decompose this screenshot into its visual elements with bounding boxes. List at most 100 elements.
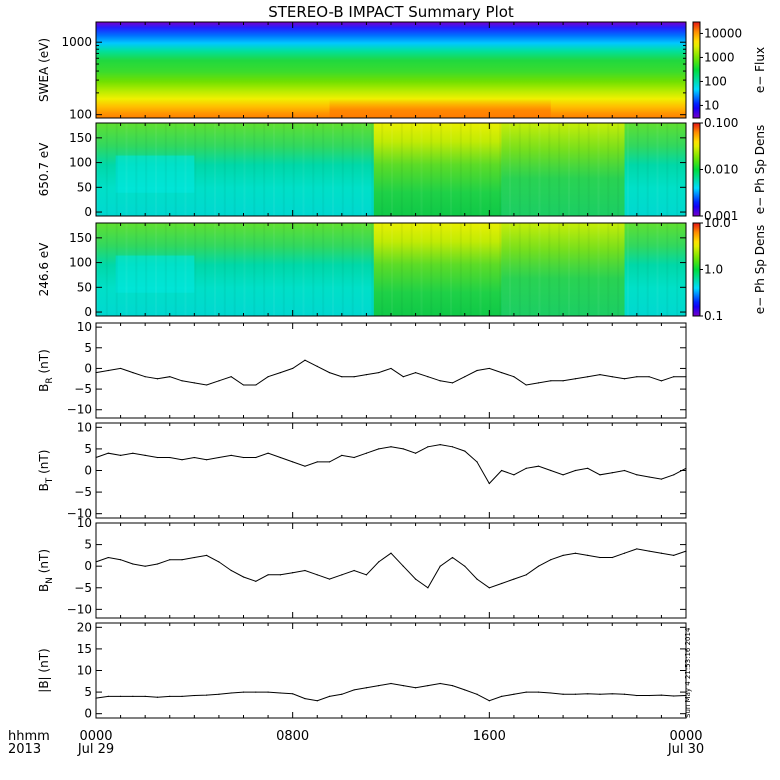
point-bmag [304, 697, 306, 700]
series-bn [95, 548, 687, 589]
point-bt [132, 452, 134, 454]
heatmap-pad650-warm [501, 123, 625, 216]
heatmap-striation [351, 223, 354, 316]
ytick-label-bn: −10 [67, 602, 92, 616]
point-bn [636, 548, 638, 550]
point-bn [673, 554, 675, 556]
series-bmag [95, 682, 687, 702]
heatmap-striation [145, 123, 148, 216]
point-br [193, 382, 195, 384]
point-bt [119, 454, 122, 456]
heatmap-striation [489, 123, 492, 216]
heatmap-striation [253, 123, 256, 216]
heatmap-striation [115, 123, 118, 216]
point-bn [107, 556, 109, 559]
point-bt [353, 456, 355, 459]
heatmap-striation [548, 223, 551, 316]
heatmap-striation [410, 223, 413, 316]
heatmap-striation [302, 223, 305, 316]
heatmap-striation [105, 223, 108, 316]
x-row-label-time: hhmm [8, 729, 50, 744]
heatmap-striation [391, 123, 393, 216]
point-br [648, 376, 650, 378]
point-bn [304, 569, 306, 572]
point-bn [513, 578, 515, 580]
heatmap-striation [233, 223, 236, 316]
heatmap-pad246-cyan [115, 255, 195, 293]
x-row-label-year: 2013 [8, 742, 41, 757]
heatmap-striation [322, 223, 325, 316]
point-bmag [451, 685, 454, 687]
point-br [218, 380, 220, 382]
point-bmag [181, 695, 183, 698]
heatmap-pad650-hot [373, 123, 502, 216]
colorbar-tick-label-swea: 1000 [704, 50, 735, 64]
heatmap-striation [676, 123, 679, 216]
heatmap-striation [105, 123, 108, 216]
point-bmag [378, 685, 380, 687]
heatmap-striation [243, 223, 246, 316]
heatmap-striation [214, 223, 216, 316]
point-bn [550, 559, 552, 561]
point-bn [414, 578, 417, 580]
point-bn [242, 576, 245, 578]
frame-bt [95, 422, 687, 519]
xtick-label-date: Jul 29 [77, 742, 114, 757]
point-bmag [574, 693, 576, 695]
heatmap-striation [440, 223, 443, 316]
point-bn [451, 556, 454, 559]
heatmap-striation [666, 223, 669, 316]
heatmap-striation [528, 123, 531, 216]
point-br [341, 376, 343, 378]
point-br [587, 376, 589, 378]
point-bmag [611, 693, 613, 695]
frame-bn [95, 522, 687, 619]
ytick-label-swea: 1000 [61, 35, 92, 49]
series-br [95, 359, 686, 386]
ylabel-swea: SWEA (eV) [37, 38, 51, 102]
point-bmag [513, 693, 515, 695]
point-bn [648, 550, 650, 552]
point-bmag [242, 691, 245, 693]
heatmap-striation [627, 123, 629, 216]
ytick-label-bn: 10 [77, 516, 92, 530]
point-bn [537, 565, 540, 567]
ytick-label-bt: −10 [67, 507, 92, 521]
heatmap-striation [341, 123, 344, 216]
ylabel-bt: BT (nT) [37, 450, 55, 492]
point-bmag [144, 695, 146, 698]
heatmap-striation [282, 223, 285, 316]
point-br [378, 371, 380, 374]
point-bmag [292, 693, 294, 695]
ytick-label-bmag: 5 [84, 685, 92, 699]
heatmap-striation [214, 123, 216, 216]
point-bmag [476, 693, 478, 695]
point-bt [414, 452, 417, 454]
point-bn [501, 582, 503, 585]
point-bt [587, 467, 589, 469]
point-bn [574, 552, 576, 554]
ytick-label-bmag: 15 [77, 642, 92, 656]
point-bn [255, 580, 257, 582]
point-bn [156, 563, 159, 565]
heatmap-striation [312, 123, 315, 216]
heatmap-striation [479, 223, 482, 316]
heatmap-striation [194, 223, 197, 316]
heatmap-striation [312, 223, 315, 316]
heatmap-striation [509, 123, 511, 216]
point-bt [378, 448, 380, 450]
plot-title: STEREO-B IMPACT Summary Plot [268, 3, 514, 21]
ytick-label-br: −10 [67, 403, 92, 417]
point-bn [181, 559, 183, 561]
heatmap-striation [292, 123, 295, 216]
point-bmag [648, 694, 650, 697]
point-bmag [279, 692, 281, 694]
point-br [292, 367, 294, 370]
point-bn [267, 574, 269, 576]
point-br [451, 382, 454, 384]
point-bt [107, 452, 109, 454]
heatmap-striation [174, 123, 177, 216]
heatmap-striation [361, 123, 364, 216]
point-bt [181, 459, 183, 461]
heatmap-striation [666, 123, 669, 216]
